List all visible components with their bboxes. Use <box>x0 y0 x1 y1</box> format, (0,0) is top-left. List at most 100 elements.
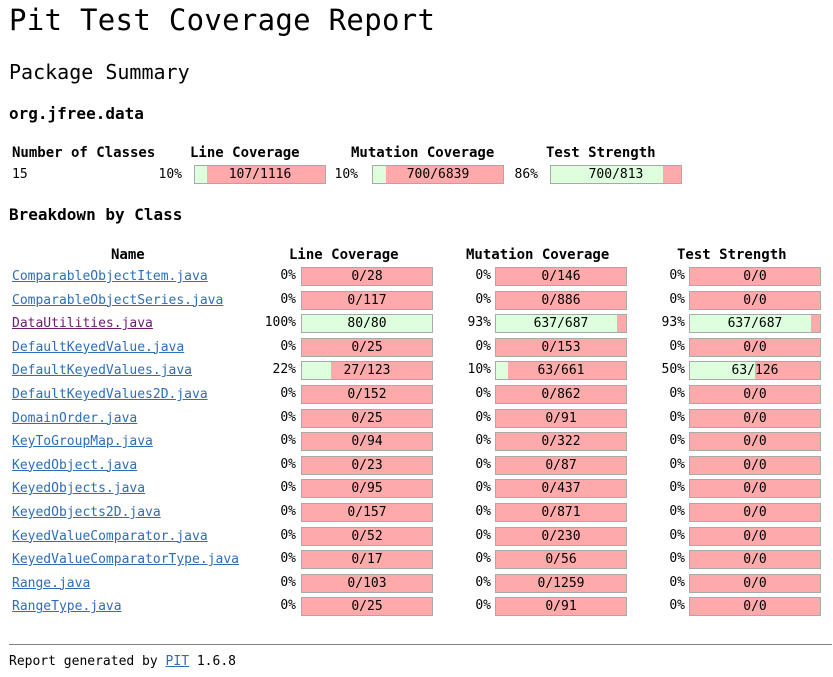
mutation-coverage-value: 0/146 <box>541 269 581 284</box>
line-coverage-bar: 0/52 <box>301 526 433 546</box>
mutation-coverage-value: 0/1259 <box>537 575 585 591</box>
strength-coverage-bar: 637/687 <box>689 314 821 334</box>
line-coverage-bar: 0/17 <box>301 550 433 570</box>
mutation-coverage-value: 0/886 <box>541 292 581 308</box>
strength-coverage-percent: 50% <box>661 362 685 378</box>
class-link[interactable]: RangeType.java <box>12 599 122 615</box>
mutation-coverage-percent: 0% <box>475 504 491 519</box>
mutation-coverage-percent: 93% <box>467 315 491 331</box>
mutation-coverage-value: 0/437 <box>541 481 581 497</box>
pit-link[interactable]: PIT <box>165 654 190 669</box>
summary-strength-value: 700/813 <box>588 167 644 182</box>
summary-line-bar: 107/1116 <box>194 165 326 184</box>
mutation-coverage-percent: 0% <box>475 480 491 496</box>
line-coverage-value: 0/17 <box>351 552 383 568</box>
strength-coverage-value: 0/0 <box>743 481 767 497</box>
strength-coverage-value: 0/0 <box>743 575 767 591</box>
summary-strength-bar-fill <box>551 166 663 183</box>
line-coverage-percent: 22% <box>272 362 296 378</box>
class-link[interactable]: KeyedValueComparator.java <box>12 528 208 544</box>
line-coverage-percent: 0% <box>280 574 296 590</box>
class-link[interactable]: KeyedObjects.java <box>12 481 146 497</box>
class-link[interactable]: ComparableObjectItem.java <box>12 269 208 284</box>
mutation-coverage-value: 0/322 <box>541 434 581 450</box>
strength-coverage-bar: 0/0 <box>689 526 821 546</box>
mutation-coverage-bar: 0/153 <box>495 337 627 357</box>
summary-line-percent: 10% <box>158 167 182 182</box>
mutation-coverage-percent: 10% <box>467 362 491 378</box>
strength-coverage-value: 0/0 <box>743 410 767 426</box>
line-coverage-percent: 0% <box>280 504 296 519</box>
mutation-coverage-bar-fill <box>496 315 617 333</box>
mutation-coverage-bar: 0/87 <box>495 455 627 475</box>
class-link[interactable]: DataUtilities.java <box>12 316 153 332</box>
mutation-coverage-value: 0/230 <box>541 528 581 544</box>
line-coverage-value: 0/23 <box>351 457 383 473</box>
strength-coverage-value: 0/0 <box>743 505 767 520</box>
strength-coverage-value: 0/0 <box>743 339 767 355</box>
mutation-coverage-value: 0/91 <box>545 410 577 426</box>
line-coverage-value: 0/103 <box>347 575 387 591</box>
summary-mutation-bar-fill <box>373 166 387 183</box>
line-coverage-percent: 0% <box>280 527 296 543</box>
class-link[interactable]: KeyedObject.java <box>12 457 138 473</box>
strength-coverage-bar: 0/0 <box>689 597 821 617</box>
class-link[interactable]: DefaultKeyedValues.java <box>12 363 193 379</box>
package-summary-heading: Package Summary <box>9 60 190 84</box>
strength-coverage-bar: 0/0 <box>689 432 821 452</box>
class-link[interactable]: DefaultKeyedValues2D.java <box>12 387 208 402</box>
line-coverage-percent: 0% <box>280 480 296 496</box>
line-coverage-value: 0/25 <box>351 339 383 355</box>
line-coverage-bar: 0/103 <box>301 573 433 593</box>
mutation-coverage-bar: 63/661 <box>495 361 627 381</box>
class-link[interactable]: Range.java <box>12 575 91 591</box>
line-coverage-bar: 0/157 <box>301 503 433 522</box>
breakdown-header-mutation: Mutation Coverage <box>466 247 610 263</box>
mutation-coverage-value: 0/153 <box>541 339 581 355</box>
line-coverage-value: 0/94 <box>351 434 383 450</box>
class-link[interactable]: ComparableObjectSeries.java <box>12 292 224 308</box>
strength-coverage-value: 0/0 <box>743 292 767 308</box>
class-link[interactable]: KeyToGroupMap.java <box>12 434 153 450</box>
strength-coverage-percent: 0% <box>669 386 685 401</box>
mutation-coverage-bar: 0/91 <box>495 408 627 428</box>
summary-header-mutation: Mutation Coverage <box>351 145 495 161</box>
line-coverage-bar: 80/80 <box>301 314 433 334</box>
mutation-coverage-bar: 0/871 <box>495 503 627 522</box>
line-coverage-bar: 0/23 <box>301 455 433 475</box>
strength-coverage-bar: 0/0 <box>689 550 821 570</box>
mutation-coverage-value: 0/871 <box>541 505 581 520</box>
page-title: Pit Test Coverage Report <box>9 3 436 37</box>
strength-coverage-bar: 0/0 <box>689 385 821 404</box>
strength-coverage-percent: 0% <box>669 268 685 283</box>
summary-header-line: Line Coverage <box>190 145 300 161</box>
mutation-coverage-percent: 0% <box>475 433 491 449</box>
strength-coverage-percent: 0% <box>669 598 685 614</box>
strength-coverage-bar-fill <box>690 362 755 380</box>
summary-class-count: 15 <box>12 167 28 182</box>
line-coverage-percent: 0% <box>280 551 296 567</box>
mutation-coverage-value: 63/661 <box>537 363 585 379</box>
class-link[interactable]: KeyedValueComparatorType.java <box>12 552 239 568</box>
line-coverage-percent: 0% <box>280 291 296 307</box>
line-coverage-value: 0/117 <box>347 292 387 308</box>
line-coverage-value: 0/25 <box>351 599 383 615</box>
line-coverage-bar: 0/94 <box>301 432 433 452</box>
class-link[interactable]: DomainOrder.java <box>12 410 138 426</box>
line-coverage-percent: 0% <box>280 386 296 401</box>
breakdown-header-strength: Test Strength <box>677 247 787 263</box>
line-coverage-percent: 0% <box>280 338 296 354</box>
strength-coverage-bar: 0/0 <box>689 290 821 310</box>
mutation-coverage-percent: 0% <box>475 386 491 401</box>
strength-coverage-percent: 0% <box>669 574 685 590</box>
class-link[interactable]: DefaultKeyedValue.java <box>12 339 185 355</box>
class-link[interactable]: KeyedObjects2D.java <box>12 505 161 520</box>
line-coverage-percent: 100% <box>264 315 296 331</box>
mutation-coverage-value: 0/91 <box>545 599 577 615</box>
mutation-coverage-bar: 0/56 <box>495 550 627 570</box>
summary-header-strength: Test Strength <box>546 145 656 161</box>
strength-coverage-bar-fill <box>690 315 811 333</box>
line-coverage-value: 0/95 <box>351 481 383 497</box>
line-coverage-value: 0/152 <box>347 387 387 402</box>
